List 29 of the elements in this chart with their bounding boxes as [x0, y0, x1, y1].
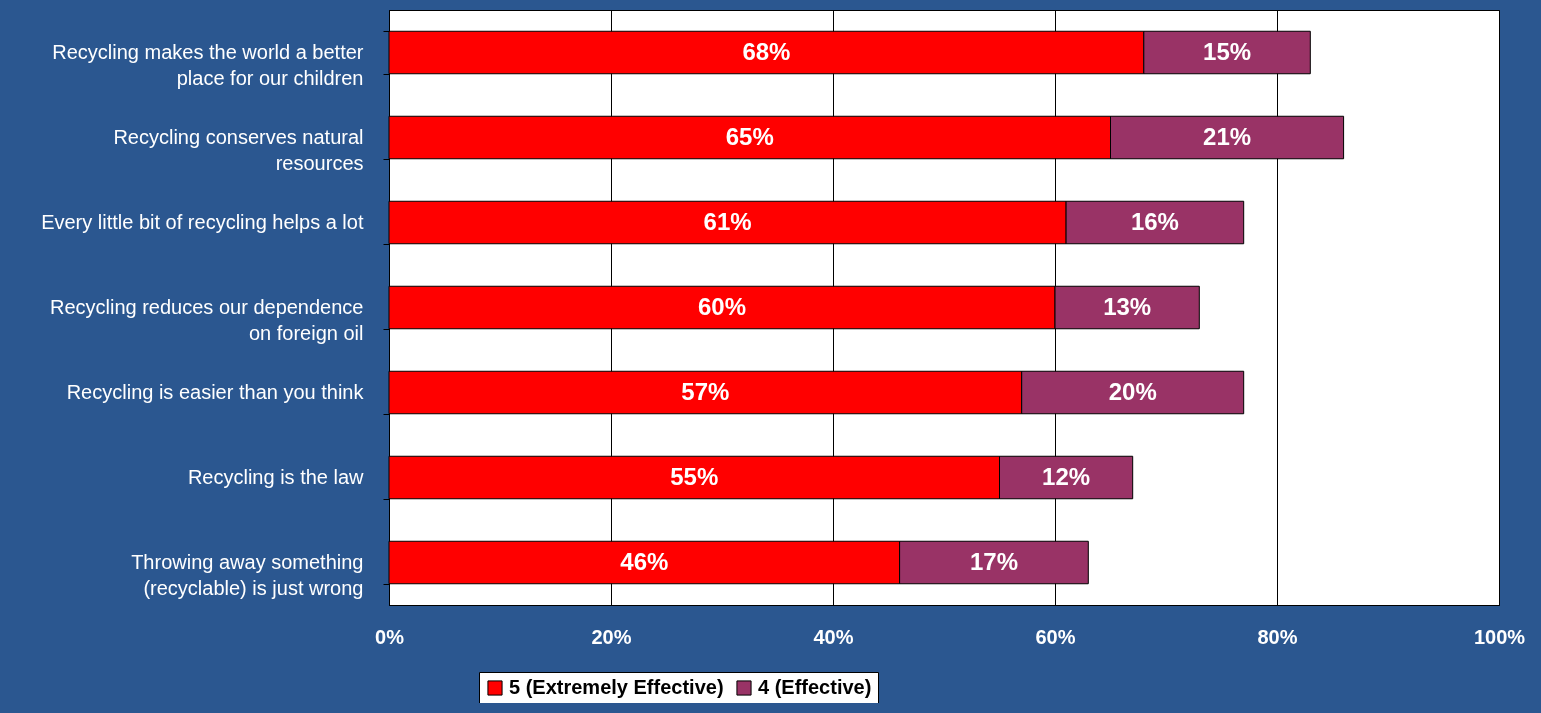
x-tick-label: 100%	[1473, 625, 1526, 648]
legend-label: 5 (Extremely Effective)	[509, 676, 724, 698]
data-label: 20%	[1108, 377, 1157, 405]
data-label: 60%	[697, 292, 747, 320]
y-tick-label: Recycling conserves natural resources	[113, 126, 364, 174]
data-label: 15%	[1203, 37, 1252, 65]
y-tick-label: Every little bit of recycling helps a lot	[41, 211, 364, 233]
x-tick-label: 0%	[375, 625, 405, 648]
data-label: 68%	[742, 37, 791, 65]
x-tick-label: 20%	[591, 625, 632, 648]
y-tick-label: Throwing away something (recyclable) is just wrong	[131, 551, 364, 599]
data-label: 16%	[1130, 207, 1179, 235]
data-label: 65%	[725, 122, 774, 150]
data-label: 17%	[969, 547, 1018, 575]
data-label: 61%	[703, 207, 752, 235]
y-tick-label: Recycling is the law	[187, 466, 365, 488]
y-tick-label: Recycling reduces our dependence on foreign oil	[49, 296, 364, 344]
legend-label: 4 (Effective)	[758, 676, 872, 698]
y-tick-label: Recycling makes the world a better place for our children	[52, 41, 364, 89]
data-label: 57%	[681, 377, 730, 405]
x-tick-label: 80%	[1257, 625, 1298, 648]
x-tick-label: 60%	[1035, 625, 1076, 648]
data-label: 13%	[1103, 292, 1152, 320]
x-tick-label: 40%	[813, 625, 854, 648]
data-label: 12%	[1042, 462, 1091, 490]
data-label: 46%	[620, 547, 669, 575]
data-label: 21%	[1203, 122, 1252, 150]
y-tick-label: Recycling is easier than you think	[66, 381, 365, 403]
data-label: 55%	[670, 462, 719, 490]
